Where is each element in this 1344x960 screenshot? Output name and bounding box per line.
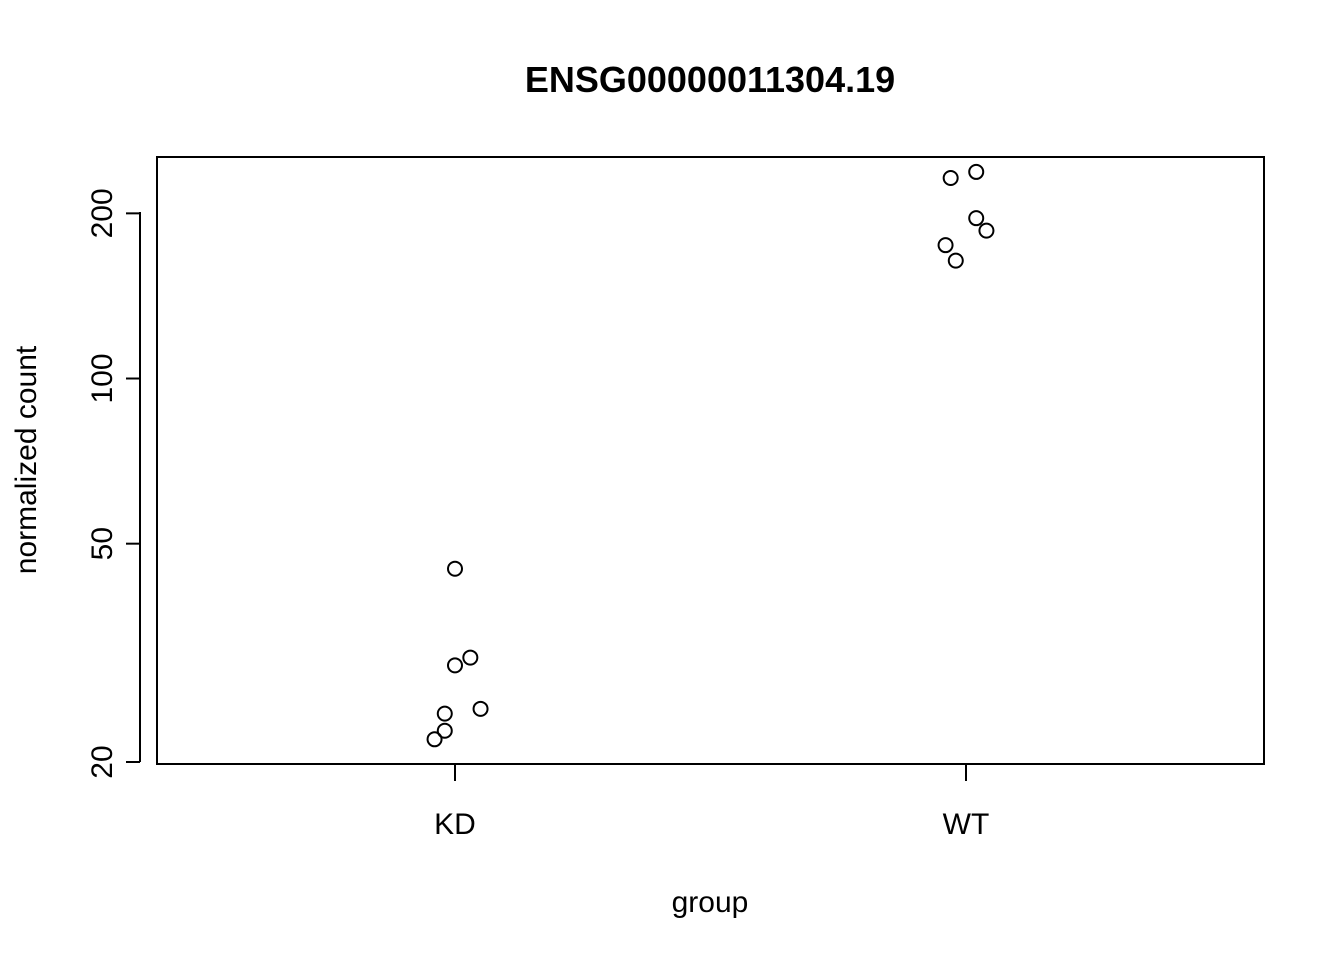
data-point	[968, 163, 985, 180]
y-axis: 20 50 100 200	[86, 188, 140, 779]
x-axis-label: group	[672, 886, 749, 919]
y-tick-label: 50	[86, 527, 119, 560]
y-tick-label: 20	[86, 745, 119, 778]
data-point	[426, 731, 443, 748]
data-point	[447, 560, 463, 577]
x-tick-label: KD	[434, 808, 476, 841]
x-axis: KD WT	[434, 764, 989, 841]
data-point	[947, 252, 964, 269]
y-tick-label: 200	[86, 188, 119, 238]
y-tick-label: 100	[86, 353, 119, 403]
data-points	[426, 163, 995, 748]
data-point	[942, 169, 959, 186]
data-point	[937, 237, 954, 254]
y-axis-label: normalized count	[10, 345, 43, 574]
plot-frame	[156, 156, 1265, 765]
data-point	[447, 657, 463, 674]
data-point	[472, 700, 489, 717]
data-point	[978, 222, 995, 239]
data-point	[436, 722, 453, 739]
data-point	[436, 705, 453, 722]
data-point	[462, 649, 479, 666]
data-point	[968, 210, 985, 227]
chart-title: ENSG00000011304.19	[525, 59, 895, 100]
x-tick-label: WT	[943, 808, 990, 841]
